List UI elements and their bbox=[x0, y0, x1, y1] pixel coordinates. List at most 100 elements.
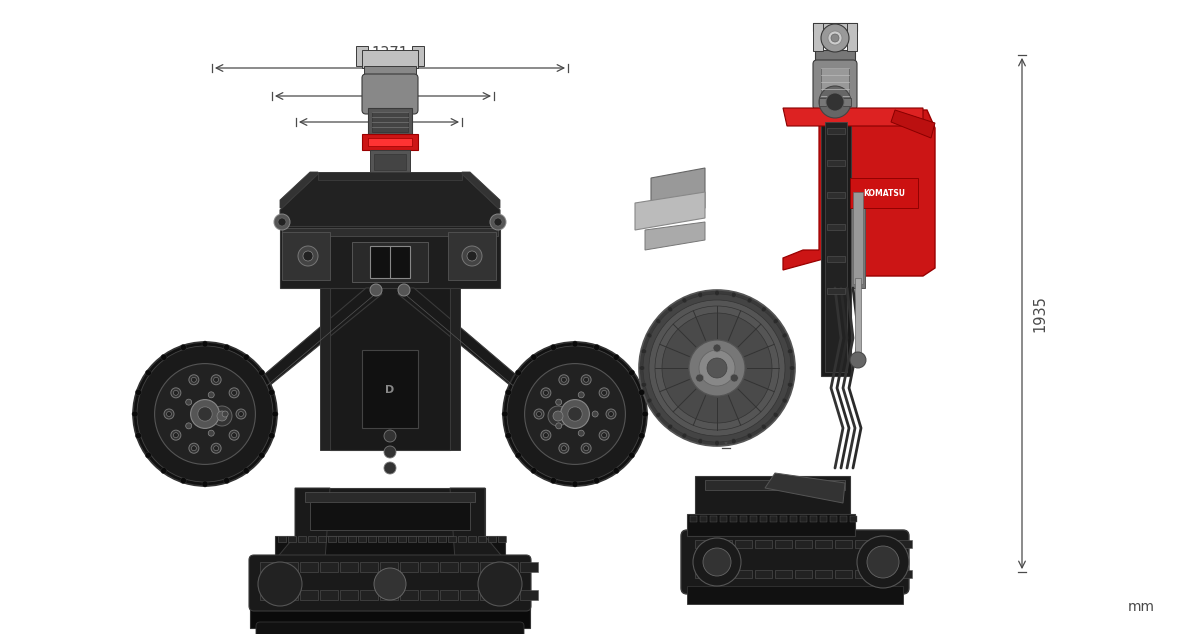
Circle shape bbox=[647, 398, 652, 403]
Bar bbox=[368, 536, 376, 542]
Bar bbox=[372, 112, 408, 132]
Circle shape bbox=[223, 477, 229, 484]
Circle shape bbox=[782, 398, 787, 403]
Bar bbox=[275, 536, 505, 560]
Circle shape bbox=[467, 251, 478, 261]
FancyBboxPatch shape bbox=[362, 74, 418, 114]
Circle shape bbox=[515, 452, 521, 458]
Circle shape bbox=[298, 246, 318, 266]
Circle shape bbox=[541, 430, 551, 440]
Circle shape bbox=[608, 411, 613, 417]
Bar bbox=[821, 68, 850, 102]
Circle shape bbox=[505, 389, 511, 396]
Circle shape bbox=[259, 452, 265, 458]
Bar bbox=[700, 516, 707, 522]
Circle shape bbox=[731, 292, 736, 297]
Bar bbox=[755, 570, 772, 578]
FancyBboxPatch shape bbox=[682, 530, 910, 594]
Bar bbox=[686, 514, 854, 536]
Polygon shape bbox=[320, 288, 330, 450]
Circle shape bbox=[544, 391, 548, 396]
Circle shape bbox=[191, 446, 197, 451]
Circle shape bbox=[818, 86, 851, 118]
Bar bbox=[826, 122, 847, 372]
Circle shape bbox=[374, 568, 406, 600]
Circle shape bbox=[560, 399, 589, 429]
Circle shape bbox=[581, 443, 592, 453]
Circle shape bbox=[370, 284, 382, 296]
Bar bbox=[814, 23, 823, 51]
Circle shape bbox=[581, 375, 592, 385]
Circle shape bbox=[682, 433, 686, 438]
Circle shape bbox=[202, 481, 208, 487]
Circle shape bbox=[503, 342, 647, 486]
Circle shape bbox=[384, 430, 396, 442]
Circle shape bbox=[773, 319, 778, 324]
Bar bbox=[440, 562, 458, 572]
Polygon shape bbox=[650, 168, 706, 218]
Circle shape bbox=[787, 349, 793, 354]
Circle shape bbox=[787, 382, 793, 387]
Bar bbox=[362, 50, 418, 68]
Bar bbox=[775, 570, 792, 578]
Polygon shape bbox=[646, 222, 706, 250]
Circle shape bbox=[694, 538, 742, 586]
Circle shape bbox=[272, 411, 278, 417]
Bar bbox=[854, 540, 872, 548]
Bar bbox=[854, 570, 872, 578]
Bar bbox=[720, 516, 727, 522]
Circle shape bbox=[714, 290, 720, 295]
Bar bbox=[830, 516, 838, 522]
Bar bbox=[895, 540, 912, 548]
Circle shape bbox=[217, 411, 227, 421]
Bar bbox=[280, 226, 500, 288]
Bar bbox=[282, 232, 330, 280]
Polygon shape bbox=[462, 172, 500, 208]
Circle shape bbox=[606, 409, 616, 419]
Circle shape bbox=[136, 389, 142, 396]
Bar bbox=[250, 608, 530, 628]
Polygon shape bbox=[280, 174, 500, 228]
Circle shape bbox=[274, 214, 290, 230]
Bar bbox=[428, 536, 436, 542]
Polygon shape bbox=[827, 110, 935, 276]
Circle shape bbox=[857, 536, 910, 588]
Circle shape bbox=[562, 446, 566, 451]
Bar bbox=[715, 570, 732, 578]
Text: mm: mm bbox=[1128, 600, 1154, 614]
Polygon shape bbox=[220, 288, 382, 426]
Bar bbox=[854, 278, 862, 358]
Bar bbox=[356, 46, 368, 66]
Circle shape bbox=[462, 246, 482, 266]
Circle shape bbox=[191, 399, 220, 429]
Circle shape bbox=[269, 389, 275, 396]
Circle shape bbox=[850, 352, 866, 368]
Circle shape bbox=[244, 354, 250, 360]
Bar bbox=[298, 536, 306, 542]
Circle shape bbox=[782, 333, 787, 338]
Bar bbox=[690, 516, 697, 522]
Circle shape bbox=[594, 344, 600, 351]
Bar bbox=[750, 516, 757, 522]
Bar bbox=[740, 516, 746, 522]
Circle shape bbox=[170, 388, 181, 398]
Bar bbox=[770, 516, 778, 522]
Bar bbox=[250, 560, 530, 610]
Circle shape bbox=[188, 375, 199, 385]
Bar bbox=[280, 562, 298, 572]
Bar bbox=[305, 492, 475, 502]
Circle shape bbox=[703, 548, 731, 576]
Circle shape bbox=[278, 218, 286, 226]
Bar bbox=[827, 256, 845, 262]
Circle shape bbox=[478, 562, 522, 606]
Circle shape bbox=[530, 468, 536, 474]
Circle shape bbox=[698, 439, 703, 444]
Bar bbox=[295, 488, 485, 536]
Circle shape bbox=[186, 423, 192, 429]
Circle shape bbox=[556, 423, 562, 429]
Circle shape bbox=[229, 430, 239, 440]
Polygon shape bbox=[275, 488, 330, 560]
Bar bbox=[796, 570, 812, 578]
Circle shape bbox=[568, 407, 582, 421]
Circle shape bbox=[647, 333, 652, 338]
